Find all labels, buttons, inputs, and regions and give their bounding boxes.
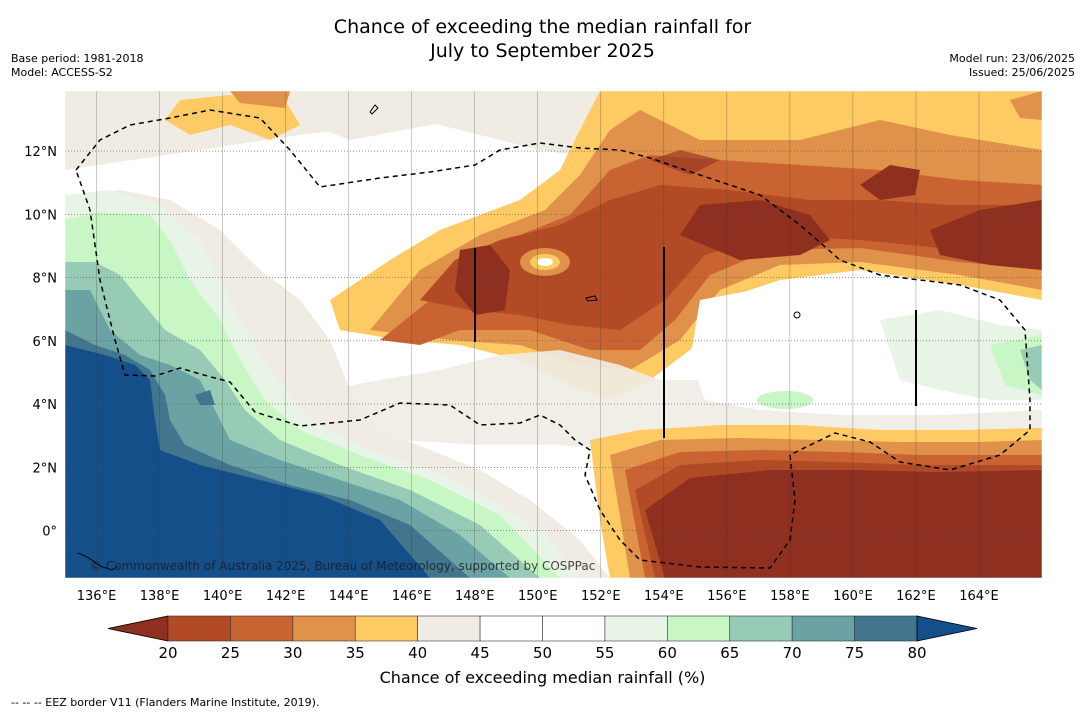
longitude-label: 138°E	[140, 589, 180, 604]
colorbar-tick-label: 75	[845, 644, 864, 662]
latitude-label: 12°N	[24, 145, 57, 160]
longitude-label: 158°E	[770, 589, 810, 604]
colorbar-tick-label: 50	[533, 644, 552, 662]
colorbar-segment	[354, 615, 418, 642]
colorbar-segment	[479, 615, 543, 642]
colorbar-tick-label: 30	[283, 644, 302, 662]
eez-legend-note: -- -- -- EEZ border V11 (Flanders Marine…	[11, 696, 320, 709]
colorbar-tick-label: 40	[408, 644, 427, 662]
colorbar-segment	[604, 615, 668, 642]
longitude-label: 162°E	[896, 589, 936, 604]
colorbar-segment	[292, 615, 356, 642]
colorbar-tick-labels: 20 25 30 35 40 45 50 55 60 65 70 75 80	[158, 644, 926, 662]
colorbar-tick-label: 60	[658, 644, 677, 662]
colorbar-tick-label: 25	[221, 644, 240, 662]
colorbar-tick-label: 20	[158, 644, 177, 662]
colorbar-segment	[729, 615, 793, 642]
colorbar-tick-label: 45	[471, 644, 490, 662]
colorbar	[107, 615, 978, 642]
latitude-labels: 12°N 10°N 8°N 6°N 4°N 2°N 0°	[24, 145, 57, 539]
issued-text: Issued: 25/06/2025	[968, 66, 1075, 79]
longitude-label: 142°E	[266, 589, 306, 604]
latitude-label: 4°N	[33, 398, 58, 413]
eez-border	[75, 109, 1031, 569]
colorbar-title: Chance of exceeding median rainfall (%)	[379, 668, 706, 687]
latitude-label: 10°N	[24, 208, 57, 223]
colorbar-segment	[667, 615, 731, 642]
longitude-label: 136°E	[77, 589, 117, 604]
colorbar-segment	[854, 615, 918, 642]
longitude-label: 154°E	[644, 589, 684, 604]
latitude-label: 2°N	[33, 461, 58, 476]
copyright-credit: © Commonwealth of Australia 2025, Bureau…	[90, 559, 595, 573]
longitude-label: 156°E	[707, 589, 747, 604]
longitude-label: 150°E	[518, 589, 558, 604]
model-text: Model: ACCESS-S2	[11, 66, 113, 79]
map-title-line-2: July to September 2025	[430, 40, 655, 62]
colorbar-tick-label: 70	[783, 644, 802, 662]
latitude-label: 8°N	[33, 272, 58, 287]
latitude-label: 0°	[42, 525, 57, 540]
colorbar-tick-label: 65	[720, 644, 739, 662]
graticule	[65, 150, 1042, 531]
rainfall-probability-field	[65, 91, 1042, 578]
colorbar-tick-label: 55	[595, 644, 614, 662]
longitude-label: 144°E	[329, 589, 369, 604]
longitude-label: 148°E	[455, 589, 495, 604]
island-outlines	[77, 104, 801, 571]
base-period-text: Base period: 1981-2018	[11, 52, 144, 65]
colorbar-tick-label: 35	[346, 644, 365, 662]
longitude-label: 140°E	[203, 589, 243, 604]
map-title-line-1: Chance of exceeding the median rainfall …	[333, 16, 752, 38]
longitude-label: 160°E	[833, 589, 873, 604]
colorbar-extend-high	[916, 615, 978, 642]
meridian-lines	[96, 91, 980, 578]
longitude-label: 164°E	[959, 589, 999, 604]
colorbar-segment	[791, 615, 855, 642]
colorbar-segment	[167, 615, 231, 642]
colorbar-segment	[417, 615, 481, 642]
latitude-label: 6°N	[33, 335, 58, 350]
longitude-label: 152°E	[581, 589, 621, 604]
longitude-label: 146°E	[392, 589, 432, 604]
colorbar-segment	[230, 615, 294, 642]
colorbar-segment	[542, 615, 606, 642]
longitude-labels: 136°E 138°E 140°E 142°E 144°E 146°E 148°E 150°E…	[77, 589, 999, 604]
colorbar-extend-low	[107, 615, 169, 642]
colorbar-tick-label: 80	[907, 644, 926, 662]
map-frame	[64, 90, 1043, 579]
model-run-text: Model run: 23/06/2025	[949, 52, 1075, 65]
